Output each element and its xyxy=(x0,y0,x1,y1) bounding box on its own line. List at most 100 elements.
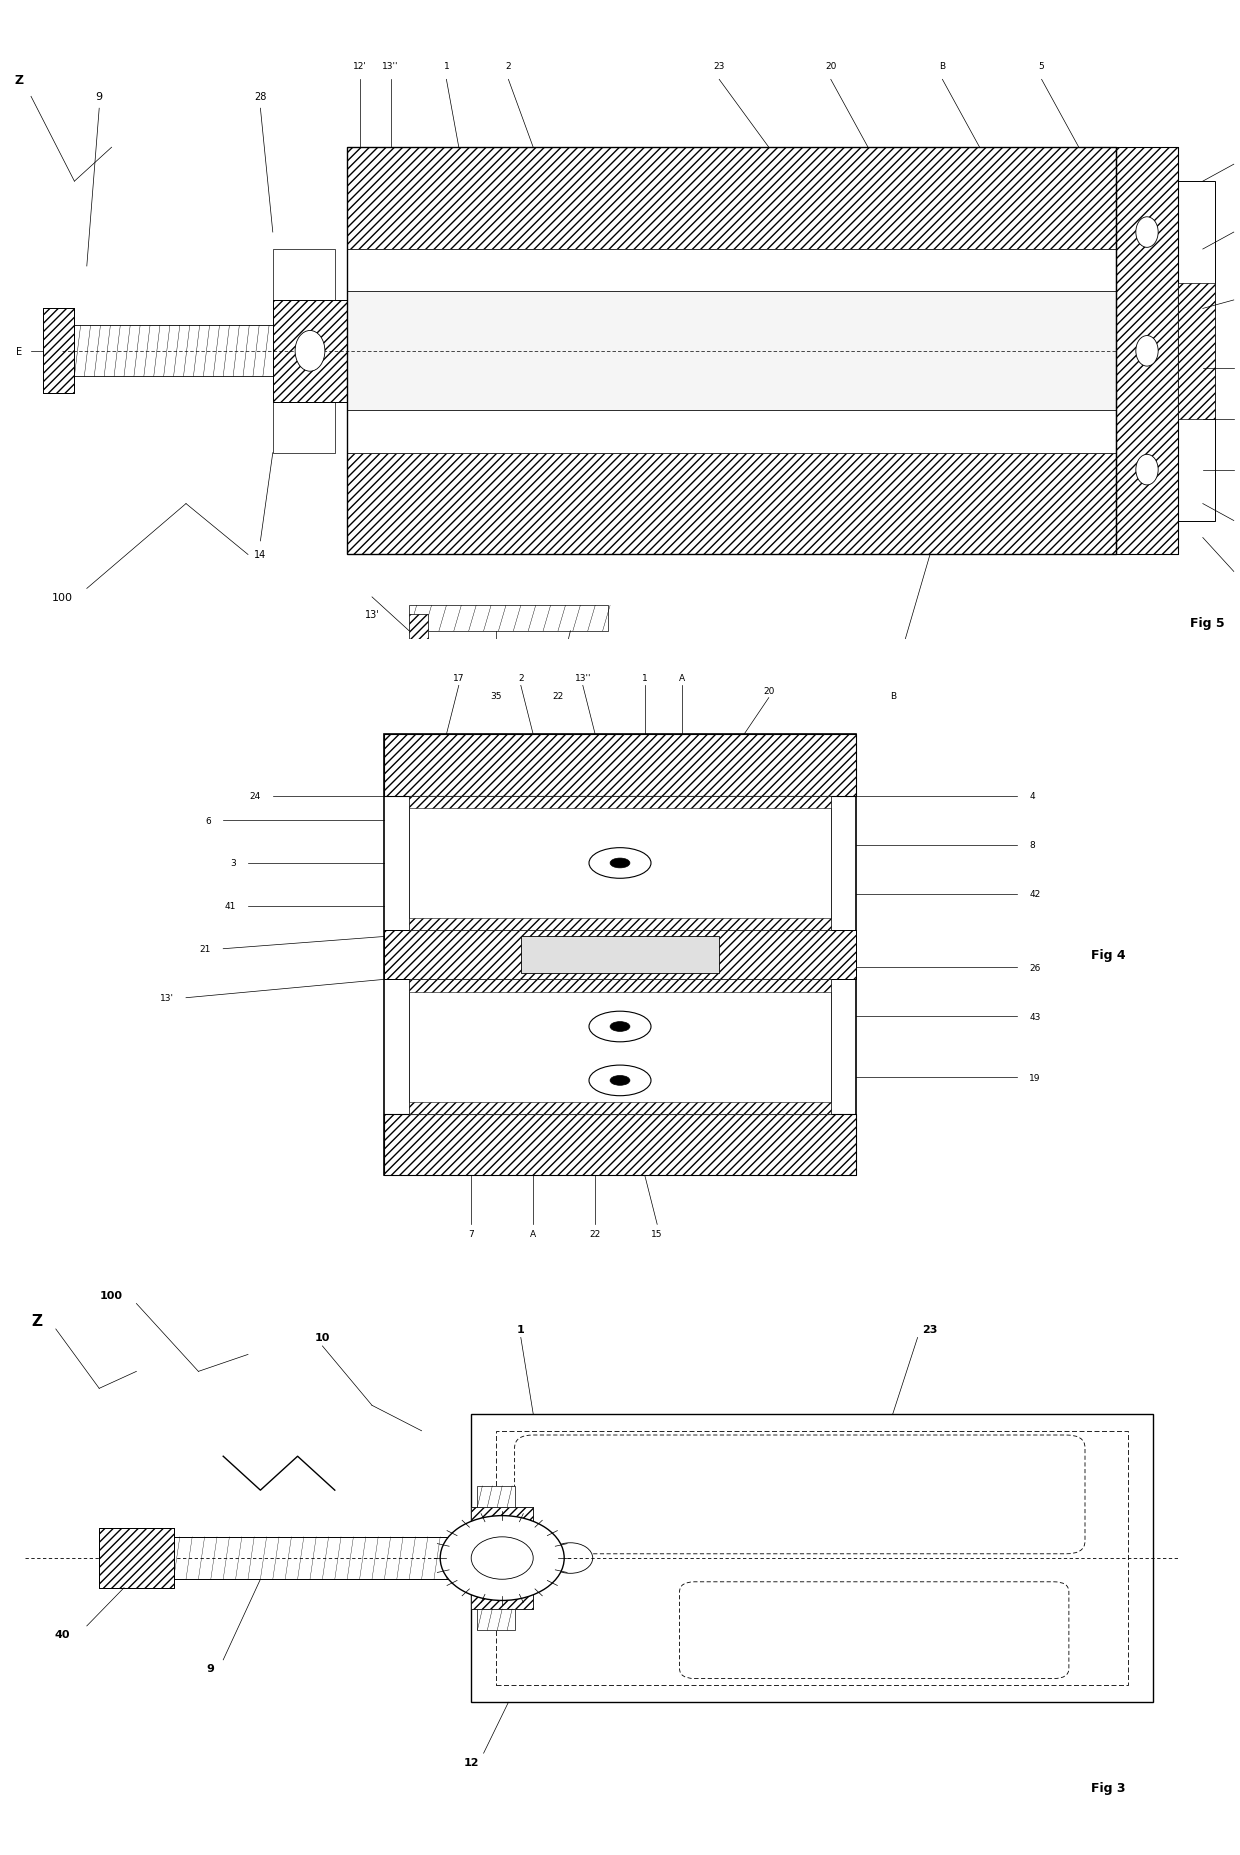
Text: 20: 20 xyxy=(763,686,775,696)
Text: 43: 43 xyxy=(1029,1013,1040,1020)
Text: 12': 12' xyxy=(352,63,367,70)
Text: 23: 23 xyxy=(923,1324,937,1334)
Bar xyxy=(409,796,831,809)
Bar xyxy=(477,1486,515,1508)
Text: Z: Z xyxy=(32,1313,42,1328)
Bar xyxy=(409,614,428,649)
Bar xyxy=(384,931,856,979)
Bar xyxy=(384,735,856,796)
Text: 100: 100 xyxy=(52,592,72,603)
Bar xyxy=(347,293,1116,412)
Bar xyxy=(1178,284,1215,419)
Bar xyxy=(409,1102,831,1115)
Bar xyxy=(409,979,831,992)
Text: 23: 23 xyxy=(713,63,725,70)
Text: Z: Z xyxy=(14,74,24,87)
Bar xyxy=(409,607,608,631)
Text: 24: 24 xyxy=(249,792,260,801)
Bar xyxy=(521,937,719,974)
Text: 13'': 13'' xyxy=(382,63,399,70)
Circle shape xyxy=(589,1011,651,1043)
Text: 2: 2 xyxy=(518,673,523,683)
Bar xyxy=(1116,148,1178,555)
Text: 9: 9 xyxy=(207,1664,215,1673)
Circle shape xyxy=(589,1065,651,1096)
Text: 22: 22 xyxy=(552,692,564,701)
Bar xyxy=(273,250,335,301)
Text: 5: 5 xyxy=(1039,63,1044,70)
Circle shape xyxy=(1136,336,1158,367)
Text: 10: 10 xyxy=(315,1332,330,1343)
Bar xyxy=(496,1430,1128,1686)
Text: 2: 2 xyxy=(506,63,511,70)
Bar xyxy=(384,1115,856,1176)
Text: 13': 13' xyxy=(160,994,174,1004)
Text: 28: 28 xyxy=(254,93,267,102)
Bar xyxy=(471,1414,1153,1703)
Text: 22: 22 xyxy=(589,1230,601,1239)
Text: Fig 5: Fig 5 xyxy=(1190,616,1225,629)
Circle shape xyxy=(589,848,651,879)
Text: Fig 4: Fig 4 xyxy=(1091,948,1126,963)
Text: E: E xyxy=(16,347,21,356)
FancyBboxPatch shape xyxy=(515,1436,1085,1554)
Text: 41: 41 xyxy=(224,902,236,911)
Text: 100: 100 xyxy=(100,1291,123,1300)
Text: A: A xyxy=(531,1230,536,1239)
Bar xyxy=(273,403,335,453)
Circle shape xyxy=(471,1538,533,1579)
Bar xyxy=(74,326,273,377)
Bar xyxy=(43,310,74,393)
Circle shape xyxy=(295,332,325,373)
Bar xyxy=(1178,182,1215,521)
Text: 14: 14 xyxy=(254,551,267,560)
Text: A: A xyxy=(680,673,684,683)
Text: 8: 8 xyxy=(1029,840,1035,850)
Text: 17: 17 xyxy=(453,673,465,683)
Bar xyxy=(409,614,428,649)
Text: 1: 1 xyxy=(444,63,449,70)
Bar xyxy=(384,931,856,979)
Text: 12: 12 xyxy=(464,1757,479,1766)
Text: 4: 4 xyxy=(1029,792,1035,801)
Text: B: B xyxy=(890,692,895,701)
Bar xyxy=(409,918,831,931)
Text: 19: 19 xyxy=(1029,1074,1040,1081)
Bar xyxy=(347,148,1116,555)
Bar xyxy=(347,412,1116,453)
Bar xyxy=(99,1529,174,1588)
Bar xyxy=(99,1529,174,1588)
Text: 21: 21 xyxy=(200,944,211,953)
Circle shape xyxy=(610,1076,630,1085)
Circle shape xyxy=(440,1516,564,1601)
Bar xyxy=(347,250,1116,293)
Circle shape xyxy=(1136,217,1158,249)
Circle shape xyxy=(548,1543,593,1573)
Text: 13'': 13'' xyxy=(574,673,591,683)
Bar xyxy=(409,979,831,1115)
Text: 13': 13' xyxy=(365,610,379,620)
Text: B: B xyxy=(940,63,945,70)
Text: 6: 6 xyxy=(205,816,211,825)
Text: 26: 26 xyxy=(1029,963,1040,972)
Text: 40: 40 xyxy=(55,1629,69,1640)
Bar xyxy=(471,1508,533,1608)
Bar xyxy=(174,1538,471,1579)
Circle shape xyxy=(610,1022,630,1031)
Text: 9: 9 xyxy=(95,93,103,102)
Bar xyxy=(347,453,1116,555)
Bar xyxy=(1116,148,1178,555)
Text: 7: 7 xyxy=(469,1230,474,1239)
Circle shape xyxy=(610,859,630,868)
Bar xyxy=(409,796,831,931)
Text: Fig 3: Fig 3 xyxy=(1091,1781,1126,1794)
Bar xyxy=(273,301,347,403)
Bar xyxy=(347,148,1116,250)
Bar xyxy=(384,735,856,796)
Bar xyxy=(43,310,74,393)
FancyBboxPatch shape xyxy=(680,1582,1069,1679)
Bar xyxy=(273,301,347,403)
Text: 1: 1 xyxy=(517,1324,525,1334)
Text: 20: 20 xyxy=(825,63,837,70)
Text: 42: 42 xyxy=(1029,890,1040,898)
